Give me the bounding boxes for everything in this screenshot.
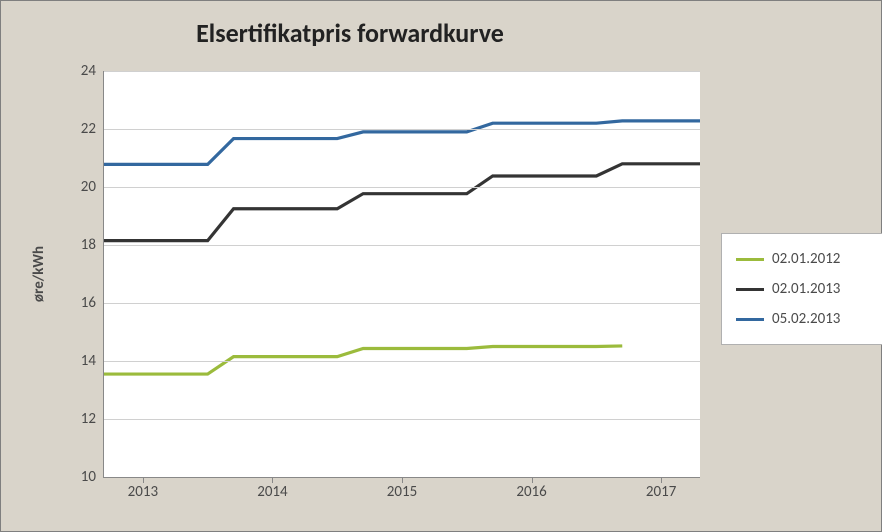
gridline bbox=[104, 419, 700, 420]
series-line bbox=[104, 164, 700, 241]
y-tick-label: 24 bbox=[56, 62, 96, 80]
y-tick-label: 10 bbox=[56, 468, 96, 486]
y-tick-label: 16 bbox=[56, 294, 96, 312]
gridline bbox=[104, 129, 700, 130]
legend-swatch bbox=[736, 258, 764, 261]
x-tick-label: 2013 bbox=[128, 483, 158, 501]
legend-item: 02.01.2012 bbox=[736, 244, 876, 274]
y-tick-label: 14 bbox=[56, 352, 96, 370]
gridline bbox=[104, 187, 700, 188]
y-tick-label: 20 bbox=[56, 178, 96, 196]
legend-swatch bbox=[736, 318, 764, 321]
legend-label: 02.01.2013 bbox=[772, 280, 840, 298]
x-tick-label: 2015 bbox=[387, 483, 417, 501]
gridline bbox=[104, 245, 700, 246]
y-tick-label: 22 bbox=[56, 120, 96, 138]
y-tick-label: 12 bbox=[56, 410, 96, 428]
x-tick-label: 2014 bbox=[257, 483, 287, 501]
x-tick-label: 2017 bbox=[646, 483, 676, 501]
gridline bbox=[104, 361, 700, 362]
legend-label: 05.02.2013 bbox=[772, 310, 840, 328]
x-tick-label: 2016 bbox=[516, 483, 546, 501]
chart-frame: Elsertifikatpris forwardkurve 1012141618… bbox=[0, 0, 882, 532]
line-series-svg bbox=[104, 71, 700, 477]
legend-swatch bbox=[736, 288, 764, 291]
gridline bbox=[104, 71, 700, 72]
series-line bbox=[104, 121, 700, 165]
y-axis-label: øre/kWh bbox=[30, 246, 48, 302]
plot-area: 101214161820222420132014201520162017 bbox=[103, 71, 700, 478]
y-tick-label: 18 bbox=[56, 236, 96, 254]
legend-box: 02.01.2012 02.01.2013 05.02.2013 bbox=[721, 233, 882, 345]
chart-title: Elsertifikatpris forwardkurve bbox=[1, 17, 699, 49]
series-line bbox=[104, 346, 622, 374]
legend-item: 02.01.2013 bbox=[736, 274, 876, 304]
gridline bbox=[104, 303, 700, 304]
legend-item: 05.02.2013 bbox=[736, 304, 876, 334]
legend-label: 02.01.2012 bbox=[772, 250, 840, 268]
